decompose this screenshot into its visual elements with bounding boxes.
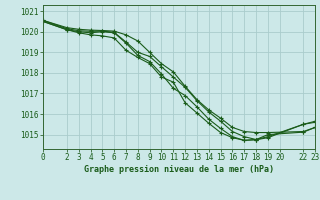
X-axis label: Graphe pression niveau de la mer (hPa): Graphe pression niveau de la mer (hPa) xyxy=(84,165,274,174)
